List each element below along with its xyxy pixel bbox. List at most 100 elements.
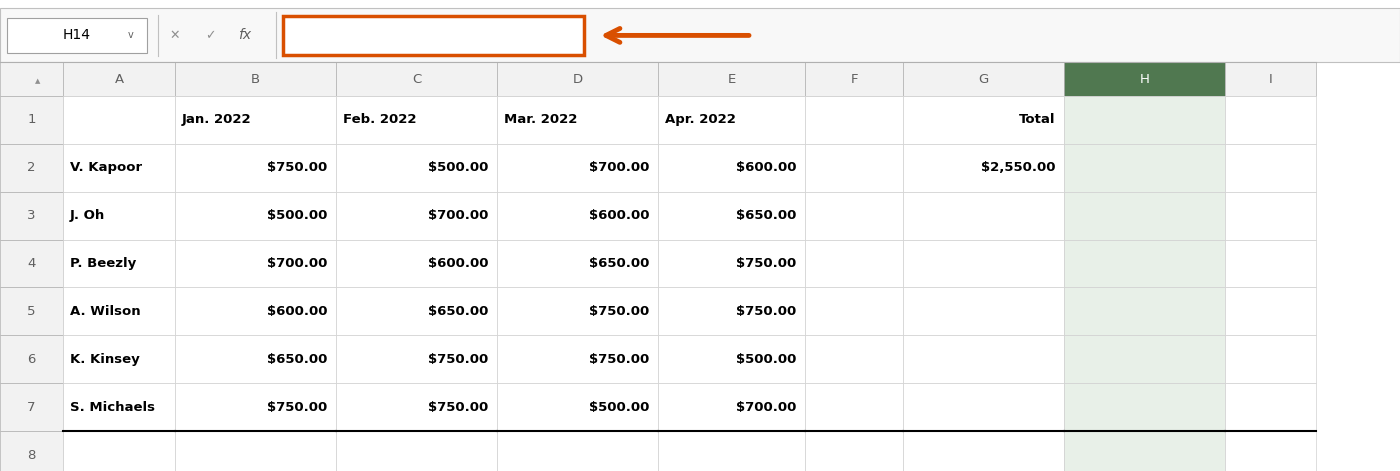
Text: $600.00: $600.00 — [428, 257, 489, 270]
Text: 5: 5 — [27, 305, 36, 318]
Bar — [658, 335, 805, 383]
Bar — [175, 144, 336, 192]
Bar — [658, 96, 805, 144]
Text: $2,550.00: $2,550.00 — [981, 161, 1056, 174]
Text: 2: 2 — [27, 161, 36, 174]
Bar — [175, 431, 336, 471]
Text: J. Oh: J. Oh — [70, 209, 105, 222]
Text: ▲: ▲ — [35, 78, 41, 84]
Bar — [805, 240, 903, 287]
Bar — [175, 63, 336, 96]
Bar — [336, 192, 497, 240]
Bar — [1225, 335, 1316, 383]
Bar — [1225, 287, 1316, 335]
Bar — [658, 431, 805, 471]
Bar — [805, 383, 903, 431]
Bar — [658, 144, 805, 192]
Bar — [336, 431, 497, 471]
Text: Mar. 2022: Mar. 2022 — [504, 113, 577, 126]
Bar — [1064, 96, 1225, 144]
Bar — [175, 240, 336, 287]
Text: ✓: ✓ — [204, 29, 216, 42]
Bar — [805, 192, 903, 240]
Bar — [658, 63, 805, 96]
Bar — [1064, 192, 1225, 240]
Bar — [903, 63, 1064, 96]
Text: $600.00: $600.00 — [589, 209, 650, 222]
Bar — [63, 96, 175, 144]
Text: V. Kapoor: V. Kapoor — [70, 161, 143, 174]
Bar — [63, 287, 175, 335]
Text: I: I — [1268, 73, 1273, 86]
Text: E: E — [728, 73, 735, 86]
Bar — [805, 431, 903, 471]
Bar — [805, 287, 903, 335]
Text: $750.00: $750.00 — [267, 161, 328, 174]
Text: $750.00: $750.00 — [736, 305, 797, 318]
Bar — [63, 63, 175, 96]
Bar — [63, 431, 175, 471]
Bar — [658, 287, 805, 335]
Bar — [1225, 383, 1316, 431]
Text: Total: Total — [1019, 113, 1056, 126]
Text: $500.00: $500.00 — [428, 161, 489, 174]
Bar — [805, 63, 903, 96]
Text: $750.00: $750.00 — [428, 401, 489, 414]
Text: Jan. 2022: Jan. 2022 — [182, 113, 252, 126]
Bar — [0, 63, 63, 96]
Bar — [497, 240, 658, 287]
Bar — [1225, 431, 1316, 471]
Bar — [283, 16, 584, 55]
Text: $700.00: $700.00 — [267, 257, 328, 270]
Text: 1: 1 — [27, 113, 36, 126]
Bar — [175, 383, 336, 431]
Bar — [805, 96, 903, 144]
Text: $700.00: $700.00 — [589, 161, 650, 174]
Text: G: G — [979, 73, 988, 86]
Bar — [658, 383, 805, 431]
Text: D: D — [573, 73, 582, 86]
Text: $700.00: $700.00 — [428, 209, 489, 222]
Bar — [497, 335, 658, 383]
Text: P. Beezly: P. Beezly — [70, 257, 136, 270]
Text: A. Wilson: A. Wilson — [70, 305, 140, 318]
Bar — [903, 431, 1064, 471]
Bar — [658, 240, 805, 287]
Bar — [0, 240, 63, 287]
Text: H: H — [1140, 73, 1149, 86]
Text: 6: 6 — [28, 353, 35, 366]
Bar — [0, 8, 1400, 63]
Bar — [1225, 144, 1316, 192]
Bar — [63, 335, 175, 383]
Bar — [0, 192, 63, 240]
Text: ✕: ✕ — [169, 29, 181, 42]
Bar — [63, 383, 175, 431]
Bar — [1064, 335, 1225, 383]
Text: $750.00: $750.00 — [267, 401, 328, 414]
Text: $750.00: $750.00 — [736, 257, 797, 270]
Bar — [1064, 383, 1225, 431]
Text: H14: H14 — [63, 28, 91, 42]
Bar — [336, 144, 497, 192]
Bar — [1064, 431, 1225, 471]
Bar — [0, 96, 63, 144]
Bar — [175, 335, 336, 383]
Text: $750.00: $750.00 — [589, 305, 650, 318]
Bar — [903, 144, 1064, 192]
Text: $500.00: $500.00 — [267, 209, 328, 222]
Bar — [1064, 63, 1225, 96]
Text: 7: 7 — [27, 401, 36, 414]
Bar — [805, 144, 903, 192]
Text: B: B — [251, 73, 260, 86]
Text: v: v — [127, 31, 133, 41]
Bar — [497, 431, 658, 471]
Text: $600.00: $600.00 — [267, 305, 328, 318]
Bar — [336, 335, 497, 383]
Bar — [1225, 96, 1316, 144]
Text: Apr. 2022: Apr. 2022 — [665, 113, 736, 126]
Bar — [175, 192, 336, 240]
Bar — [336, 287, 497, 335]
Bar — [0, 431, 63, 471]
Bar — [1064, 287, 1225, 335]
Text: $500.00: $500.00 — [589, 401, 650, 414]
